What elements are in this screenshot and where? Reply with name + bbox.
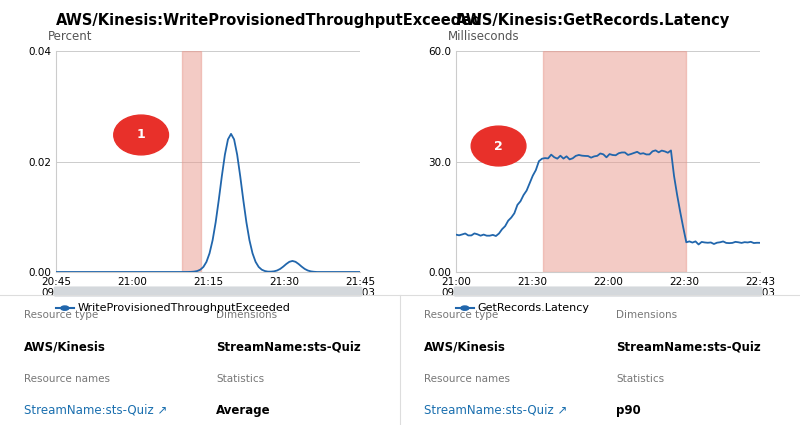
Text: StreamName:sts-Quiz ↗: StreamName:sts-Quiz ↗: [424, 404, 567, 417]
Text: AWS/Kinesis:WriteProvisionedThroughputExceeded: AWS/Kinesis:WriteProvisionedThroughputEx…: [56, 13, 482, 28]
Text: AWS/Kinesis:GetRecords.Latency: AWS/Kinesis:GetRecords.Latency: [456, 13, 730, 28]
Bar: [182, 51, 202, 272]
Circle shape: [471, 126, 526, 166]
Text: StreamName:sts-Quiz: StreamName:sts-Quiz: [216, 340, 361, 353]
Text: Percent: Percent: [48, 30, 93, 43]
Text: Resource type: Resource type: [24, 310, 98, 320]
Text: 1: 1: [137, 128, 146, 142]
Text: Statistics: Statistics: [616, 374, 664, 384]
Text: WriteProvisionedThroughputExceeded: WriteProvisionedThroughputExceeded: [78, 303, 290, 313]
Text: Resource names: Resource names: [424, 374, 510, 384]
Text: Dimensions: Dimensions: [216, 310, 277, 320]
Text: StreamName:sts-Quiz ↗: StreamName:sts-Quiz ↗: [24, 404, 167, 417]
Circle shape: [114, 115, 169, 155]
Text: AWS/Kinesis: AWS/Kinesis: [424, 340, 506, 353]
Text: Milliseconds: Milliseconds: [448, 30, 520, 43]
Text: Resource type: Resource type: [424, 310, 498, 320]
Text: StreamName:sts-Quiz: StreamName:sts-Quiz: [616, 340, 761, 353]
Text: Resource names: Resource names: [24, 374, 110, 384]
Text: Average: Average: [216, 404, 270, 417]
Bar: [542, 51, 686, 272]
Text: p90: p90: [616, 404, 641, 417]
Text: Dimensions: Dimensions: [616, 310, 677, 320]
Text: GetRecords.Latency: GetRecords.Latency: [478, 303, 590, 313]
Text: Statistics: Statistics: [216, 374, 264, 384]
Text: AWS/Kinesis: AWS/Kinesis: [24, 340, 106, 353]
Text: 2: 2: [494, 139, 503, 153]
